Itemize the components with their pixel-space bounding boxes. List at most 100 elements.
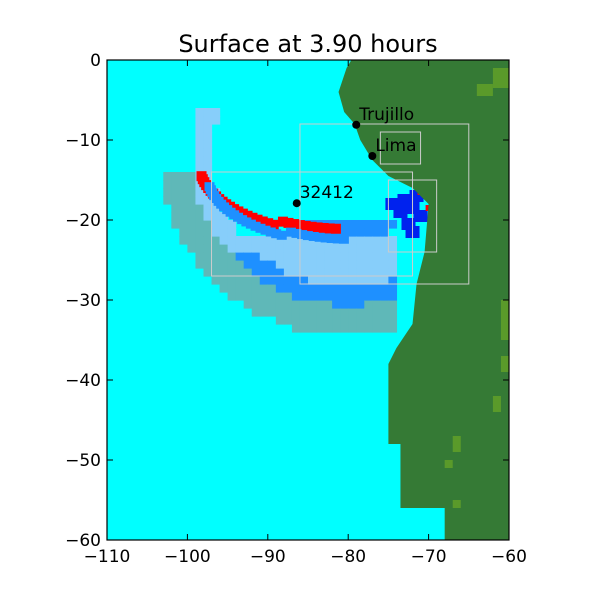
wave-cell bbox=[324, 324, 333, 333]
wave-cell bbox=[195, 140, 205, 149]
wave-cell bbox=[251, 260, 261, 269]
wave-cell bbox=[259, 308, 269, 317]
crest-cell bbox=[196, 171, 207, 182]
wave-cell bbox=[275, 244, 285, 253]
wave-cell bbox=[163, 188, 172, 197]
wave-cell bbox=[187, 180, 197, 189]
wave-cell bbox=[348, 228, 357, 237]
wave-cell bbox=[227, 260, 237, 269]
wave-cell bbox=[171, 188, 180, 197]
wave-cell bbox=[211, 268, 221, 277]
wave-cell bbox=[316, 308, 325, 317]
wave-cell bbox=[299, 284, 309, 293]
wave-cell bbox=[348, 260, 357, 269]
crest-cell bbox=[257, 216, 268, 227]
highland-patch bbox=[452, 436, 461, 452]
wave-cell bbox=[308, 284, 317, 293]
wave-cell bbox=[243, 276, 253, 285]
y-tick-label: −20 bbox=[65, 211, 101, 231]
wave-cell bbox=[187, 172, 197, 181]
wave-cell bbox=[348, 268, 357, 277]
wave-cell bbox=[235, 244, 245, 253]
wave-cell bbox=[340, 292, 349, 301]
wave-cell bbox=[340, 276, 349, 285]
wave-cell bbox=[356, 316, 365, 325]
crest-cell bbox=[289, 219, 300, 230]
wave-cell bbox=[388, 308, 398, 317]
wave-cell bbox=[203, 164, 213, 173]
wave-cell bbox=[308, 260, 317, 269]
wave-cell bbox=[211, 260, 221, 269]
wave-cell bbox=[372, 268, 381, 277]
wave-cell bbox=[187, 204, 197, 213]
wave-cell bbox=[324, 316, 333, 325]
wave-cell bbox=[219, 276, 229, 285]
wave-cell bbox=[211, 236, 221, 245]
wave-cell bbox=[364, 244, 373, 253]
wave-cell bbox=[187, 212, 197, 221]
wave-cell bbox=[275, 236, 285, 245]
wave-cell bbox=[235, 284, 245, 293]
wave-cell bbox=[203, 220, 213, 229]
wave-cell bbox=[275, 276, 285, 285]
wave-cell bbox=[340, 316, 349, 325]
wave-cell bbox=[243, 300, 253, 309]
wave-cell bbox=[171, 172, 180, 181]
wave-cell bbox=[332, 252, 341, 261]
highland-patch bbox=[500, 300, 509, 340]
wave-cell bbox=[243, 284, 253, 293]
wave-cell bbox=[348, 236, 357, 245]
wave-cell bbox=[259, 292, 269, 301]
wave-cell bbox=[275, 284, 285, 293]
wave-cell bbox=[299, 316, 309, 325]
wave-cell bbox=[348, 244, 357, 253]
wave-cell bbox=[195, 204, 205, 213]
wave-cell bbox=[203, 204, 213, 213]
wave-cell bbox=[291, 236, 301, 245]
wave-cell bbox=[211, 212, 221, 221]
wave-cell bbox=[332, 300, 341, 309]
wave-cell bbox=[187, 236, 197, 245]
trough-cell bbox=[326, 234, 337, 244]
wave-cell bbox=[364, 284, 373, 293]
wave-cell bbox=[267, 252, 277, 261]
wave-cell bbox=[388, 300, 398, 309]
wave-cell bbox=[380, 236, 389, 245]
wave-cell bbox=[356, 308, 365, 317]
wave-cell bbox=[380, 220, 389, 229]
wave-cell bbox=[308, 324, 317, 333]
x-tick-label: −60 bbox=[491, 547, 527, 567]
wave-cell bbox=[203, 140, 213, 149]
wave-cell bbox=[227, 236, 237, 245]
plot-area bbox=[107, 60, 509, 540]
y-tick-label: −50 bbox=[65, 451, 101, 471]
wave-cell bbox=[340, 300, 349, 309]
wave-cell bbox=[203, 132, 213, 141]
trough-cell bbox=[265, 227, 276, 237]
wave-cell bbox=[316, 268, 325, 277]
wave-cell bbox=[324, 276, 333, 285]
marker-label: Lima bbox=[375, 136, 416, 156]
wave-cell bbox=[283, 268, 293, 277]
wave-cell bbox=[187, 220, 197, 229]
wave-cell bbox=[348, 300, 357, 309]
wave-cell bbox=[364, 220, 373, 229]
wave-cell bbox=[291, 244, 301, 253]
wave-cell bbox=[308, 244, 317, 253]
deep-trough-cell bbox=[413, 210, 428, 222]
wave-cell bbox=[275, 292, 285, 301]
wave-cell bbox=[372, 276, 381, 285]
wave-cell bbox=[364, 260, 373, 269]
wave-cell bbox=[195, 188, 205, 197]
y-tick-label: −40 bbox=[65, 371, 101, 391]
wave-cell bbox=[251, 252, 261, 261]
wave-cell bbox=[348, 284, 357, 293]
wave-cell bbox=[372, 300, 381, 309]
wave-cell bbox=[219, 260, 229, 269]
wave-cell bbox=[299, 260, 309, 269]
wave-cell bbox=[324, 284, 333, 293]
wave-cell bbox=[227, 284, 237, 293]
wave-cell bbox=[340, 244, 349, 253]
wave-cell bbox=[388, 236, 398, 245]
wave-cell bbox=[219, 228, 229, 237]
